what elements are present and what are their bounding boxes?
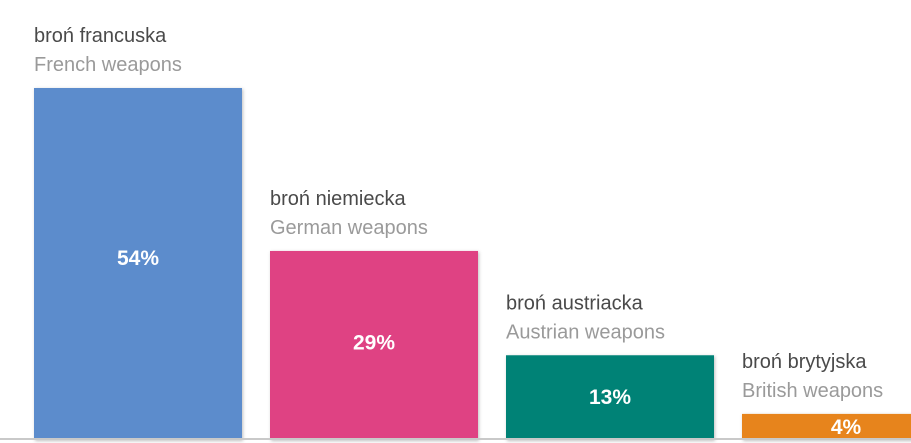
bar-german-weapons [270,250,478,440]
bar-group-german-weapons: 29% broń niemiecka German weapons [270,188,478,440]
category-label-pl-french-weapons: broń francuska [34,25,167,47]
value-label-french-weapons: 54% [117,247,159,270]
bar-french-weapons [34,88,242,440]
value-label-german-weapons: 29% [353,332,395,355]
bar-group-austrian-weapons: 13% broń austriacka Austrian weapons [506,292,714,440]
category-label-pl-austrian-weapons: broń austriacka [506,292,644,314]
category-label-en-austrian-weapons: Austrian weapons [506,321,665,343]
bar-austrian-weapons [506,355,714,440]
bar-british-weapons [742,413,911,440]
bar-group-french-weapons: 54% broń francuska French weapons [34,25,242,440]
value-label-british-weapons: 4% [831,416,862,439]
category-label-pl-british-weapons: broń brytyjska [742,351,867,373]
category-label-en-british-weapons: British weapons [742,380,883,402]
category-label-en-german-weapons: German weapons [270,217,428,239]
value-label-austrian-weapons: 13% [589,386,631,409]
category-label-pl-german-weapons: broń niemiecka [270,188,407,210]
category-label-en-french-weapons: French weapons [34,54,182,76]
bar-group-british-weapons: 4% broń brytyjska British weapons [742,351,911,440]
bars-group: 54% broń francuska French weapons 29% broń n… [34,25,911,440]
